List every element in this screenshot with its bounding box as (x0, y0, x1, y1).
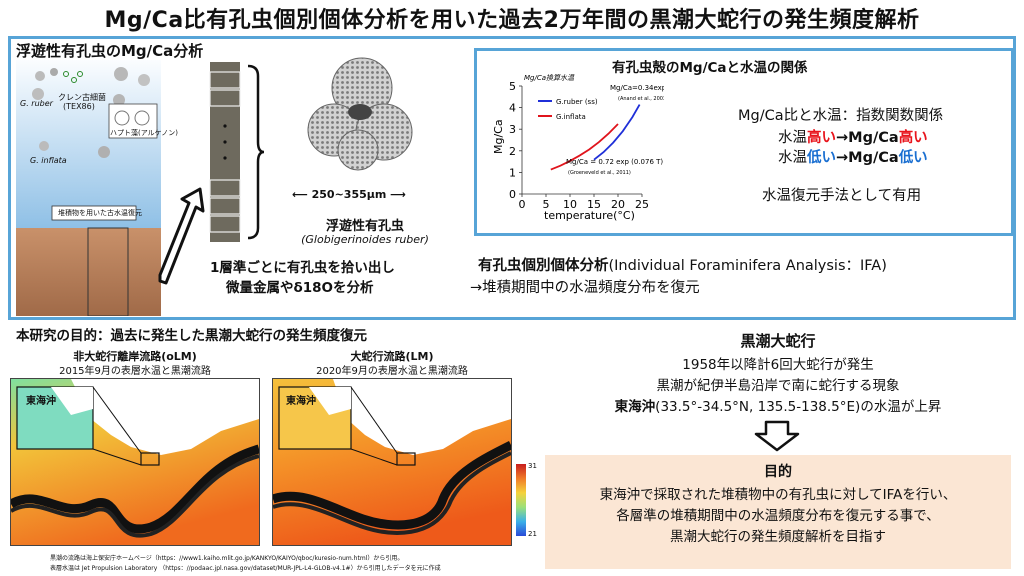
left-arrow-icon: ⟵ (292, 188, 312, 201)
kuroshio-line-2: 黒潮が紀伊半島沿岸で南に蛇行する現象 (656, 378, 900, 394)
rel3-a: 水温 (778, 150, 807, 166)
right-arrow-icon: ⟶ (386, 188, 406, 201)
series-line-0 (593, 104, 641, 161)
y-tick-label: 3 (509, 123, 516, 136)
kuroshio-line-3: 東海沖(33.5°-34.5°N, 135.5-138.5°E)の水温が上昇 (545, 395, 1011, 415)
section-heading-mgca: 浮遊性有孔虫のMg/Ca分析 (16, 42, 204, 60)
ifa-line-1: 有孔虫個別個体分析(Individual Foraminifera Analys… (478, 254, 887, 275)
ifa-line-2: →堆積期間中の水温頻度分布を復元 (470, 280, 700, 296)
chart-title: Mg/Ca換算水温 (524, 74, 575, 82)
top-panel (8, 36, 1016, 320)
x-tick-label: 10 (563, 198, 577, 211)
goal-line-2: 各層準の堆積期間中の水温頻度分布を復元する事で、 (616, 508, 940, 524)
mgca-box-heading: 有孔虫殻のMg/Caと水温の関係 (612, 60, 808, 76)
map1-inset-label: 東海沖 (26, 396, 56, 407)
rel3-c: →Mg/Ca (836, 150, 899, 166)
y-tick-label: 0 (509, 188, 516, 201)
ifa-rest: (Individual Foraminifera Analysis：IFA) (608, 258, 887, 274)
map1-subtitle: 2015年9月の表層水温と黒潮流路 (59, 366, 211, 377)
x-tick-label: 5 (543, 198, 550, 211)
relation-line-4: 水温復元手法として有用 (762, 188, 922, 204)
x-tick-label: 25 (635, 198, 649, 211)
foraminifera-image (300, 50, 420, 180)
mgca-chart: Mg/Ca換算水温 0 1 2 3 4 5 0 5 10 15 20 25 Mg/Ca temper… (492, 74, 664, 222)
kuroshio-line-1: 1958年以降計6回大蛇行が発生 (682, 357, 874, 373)
x-axis-label: temperature(°C) (544, 209, 635, 222)
legend-ruber: G.ruber (ss) (556, 98, 598, 106)
size-value: 250~355μm (311, 188, 387, 201)
core-bracket (246, 64, 266, 240)
credit-line-1: 黒潮の流路は海上保安庁ホームページ（https：//www1.kaiho.mli… (50, 555, 404, 562)
sea-illustration (16, 60, 161, 317)
size-label: ⟵ 250~355μm ⟶ (292, 188, 406, 201)
goal-box (545, 455, 1011, 569)
colorbar-max: 31 (528, 462, 537, 470)
relation-line-3: 水温低い→Mg/Ca低い (778, 146, 928, 167)
purpose-heading: 本研究の目的：過去に発生した黒潮大蛇行の発生頻度復元 (16, 328, 367, 344)
rel2-a: 水温 (778, 130, 807, 146)
ifa-prefix: 有孔虫個別個体分析 (478, 258, 609, 274)
map2-subtitle: 2020年9月の表層水温と黒潮流路 (316, 366, 468, 377)
x-tick-label: 20 (611, 198, 625, 211)
label-haptophyte: ハプト藻(アルケノン) (110, 129, 178, 137)
foram-latin-name: (Globigerinoides ruber) (301, 233, 429, 246)
y-tick-label: 2 (509, 145, 516, 158)
ruber-reference: (Anand et al., 2003) (618, 96, 664, 102)
relation-line-1: Mg/Ca比と水温：指数関数関係 (738, 108, 944, 124)
sediment-core (208, 62, 242, 242)
map-olm (8, 378, 261, 546)
goal-heading: 目的 (764, 464, 792, 480)
map1-title: 非大蛇行離岸流路(oLM) (73, 350, 197, 363)
down-arrow-icon (752, 420, 802, 452)
rel2-c: →Mg/Ca (836, 130, 899, 146)
goal-line-3: 黒潮大蛇行の発生頻度解析を目指す (670, 529, 886, 545)
y-axis-label: Mg/Ca (492, 119, 505, 154)
core-arrow-icon (156, 185, 206, 285)
colorbar-min: 21 (528, 530, 537, 538)
kuroshio-rest: の水温が上昇 (860, 399, 942, 415)
kuroshio-coords: (33.5°-34.5°N, 135.5-138.5°E) (655, 399, 861, 415)
credit-line-2: 表層水温は Jet Propulsion Laboratory （https：/… (50, 565, 441, 572)
label-sediment: 堆積物を用いた古水温復元 (58, 209, 142, 217)
label-crenarchaeota: クレン古細菌 (58, 93, 106, 102)
y-tick-label: 5 (509, 80, 516, 93)
series-line-1 (550, 123, 619, 171)
y-tick-label: 4 (509, 102, 516, 115)
legend-inflata: G.inflata (556, 113, 586, 121)
map2-inset-label: 東海沖 (286, 396, 316, 407)
goal-line-1: 東海沖で採取された堆積物中の有孔虫に対してIFAを行い、 (599, 487, 957, 503)
mgca-relation-box (474, 48, 1014, 236)
x-tick-label: 0 (519, 198, 526, 211)
label-g-inflata: G. inflata (30, 156, 67, 165)
relation-line-2: 水温高い→Mg/Ca高い (778, 126, 928, 147)
label-tex86: (TEX86) (63, 102, 95, 111)
rel3-d: 低い (898, 150, 928, 166)
pick-text-2: 微量金属やδ18Oを分析 (226, 280, 374, 296)
inflata-equation: Mg/Ca = 0.72 exp (0.076 T) (566, 158, 663, 166)
map2-title: 大蛇行流路(LM) (350, 350, 434, 363)
sst-colorbar (516, 464, 526, 536)
kuroshio-heading: 黒潮大蛇行 (740, 332, 816, 350)
ruber-equation: Mg/Ca=0.34exp(0.102T) (610, 84, 664, 92)
chart-legend: G.ruber (ss) G.inflata (538, 98, 598, 121)
rel3-b: 低い (807, 150, 836, 166)
label-g-ruber: G. ruber (20, 99, 53, 108)
inflata-reference: (Groeneveld et al., 2011) (568, 170, 631, 176)
map-lm (271, 378, 514, 546)
rel2-b: 高い (807, 130, 836, 146)
foram-name: 浮遊性有孔虫 (325, 219, 404, 234)
pick-text-1: 1層準ごとに有孔虫を拾い出し (210, 260, 395, 276)
y-tick-label: 1 (509, 166, 516, 179)
rel2-d: 高い (898, 130, 928, 146)
poster-title: Mg/Ca比有孔虫個別個体分析を用いた過去2万年間の黒潮大蛇行の発生頻度解析 (104, 8, 920, 33)
x-tick-label: 15 (587, 198, 601, 211)
kuroshio-region: 東海沖 (614, 399, 656, 415)
